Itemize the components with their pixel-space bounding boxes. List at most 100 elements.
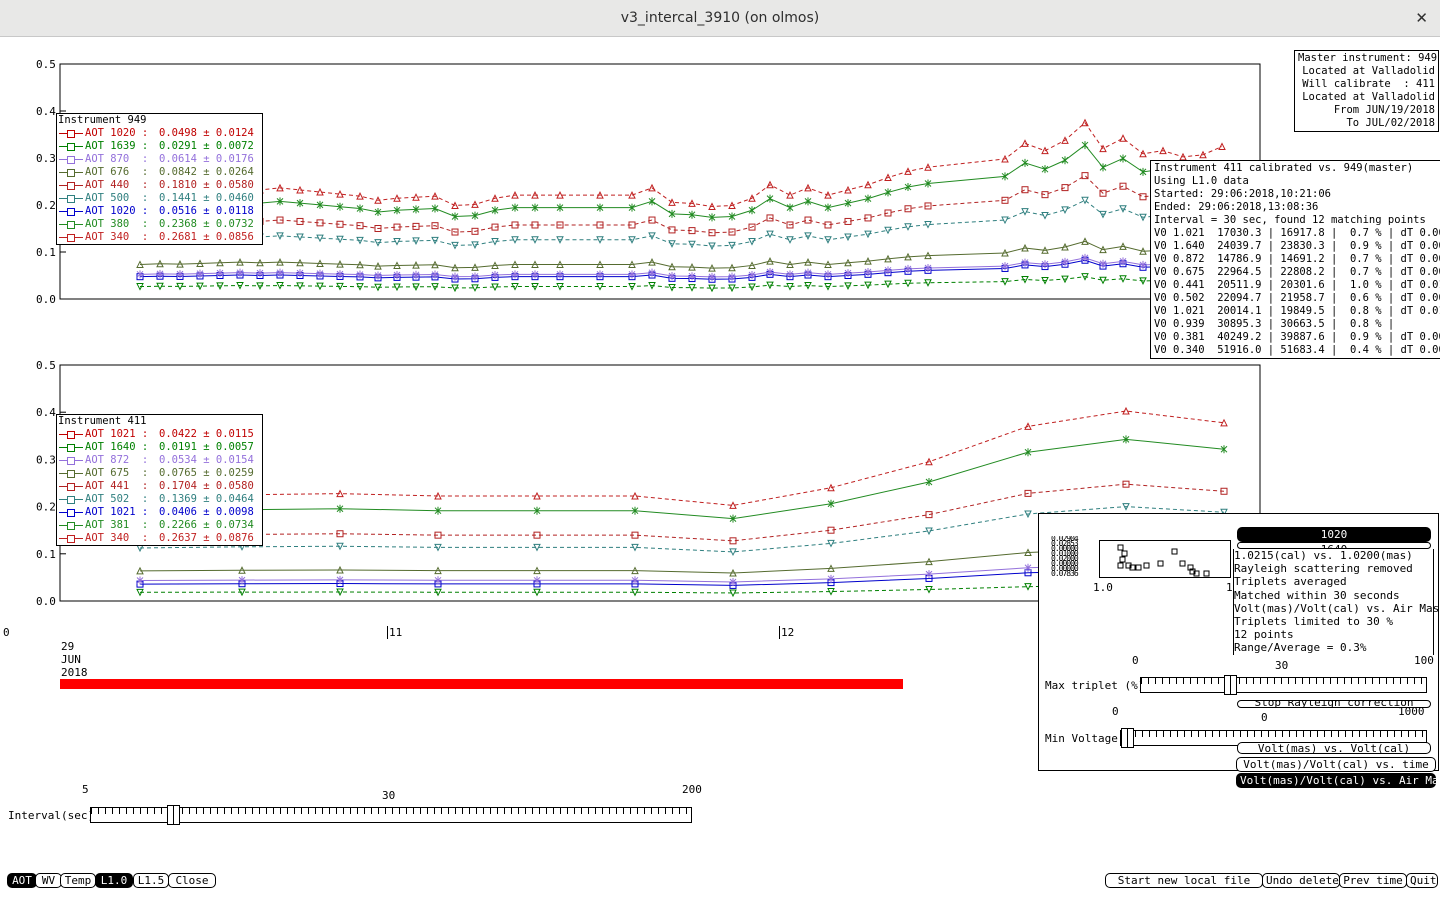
legend-entry[interactable]: AOT 1020 : 0.0498 ± 0.0124 bbox=[57, 127, 262, 140]
top-aot340-point bbox=[316, 187, 324, 196]
calibration-info-line: V0 0.675 22964.5 | 22808.2 | 0.7 % | dT … bbox=[1154, 266, 1440, 278]
bottom-aot340-point bbox=[336, 489, 344, 498]
top-aot340-point bbox=[688, 199, 696, 207]
legend-entry[interactable]: AOT 1021 : 0.0422 ± 0.0115 bbox=[57, 428, 262, 441]
top-aot440-point bbox=[412, 222, 420, 230]
top-aot380-point bbox=[824, 203, 832, 212]
top-aot1639-point bbox=[1061, 275, 1069, 284]
volt-ratio-vs-airmass-button[interactable]: Volt(mas)/Volt(cal) vs. Air Mass bbox=[1236, 773, 1440, 788]
bottom-aot1640-point bbox=[434, 588, 442, 597]
top-aot1639-point bbox=[596, 283, 604, 291]
calibration-info-line: V0 0.502 22094.7 | 21958.7 | 0.6 % | dT … bbox=[1154, 292, 1440, 304]
top-aot380-point bbox=[491, 206, 499, 215]
ratio-mini-plot[interactable] bbox=[1099, 540, 1231, 578]
top-aot870-point bbox=[336, 270, 344, 279]
legend-marker-icon bbox=[59, 156, 83, 164]
top-aot380-point bbox=[511, 203, 519, 212]
top-aot676-point bbox=[451, 263, 459, 272]
toolbar-button-aot[interactable]: AOT bbox=[7, 873, 37, 888]
volt-vs-volt-button[interactable]: Volt(mas) vs. Volt(cal) bbox=[1237, 742, 1431, 754]
interval-thumb[interactable] bbox=[166, 805, 180, 825]
toolbar-button-l10[interactable]: L1.0 bbox=[95, 873, 133, 888]
legend-entry[interactable]: AOT 676 : 0.0842 ± 0.0264 bbox=[57, 166, 262, 179]
top-aot676-point bbox=[531, 260, 539, 268]
top-aot440-point bbox=[471, 227, 479, 235]
top-aot870-point bbox=[924, 263, 932, 272]
toolbar-button-close[interactable]: Close bbox=[168, 873, 216, 888]
top-aot380-point bbox=[786, 203, 794, 212]
top-aot440-point bbox=[786, 221, 794, 229]
interval-slider[interactable] bbox=[90, 805, 692, 825]
bottom-aot502-point bbox=[1024, 510, 1032, 519]
close-window-icon[interactable]: ✕ bbox=[1415, 9, 1428, 27]
toolbar-button-wv[interactable]: WV bbox=[35, 873, 62, 888]
legend-entry[interactable]: AOT 441 : 0.1704 ± 0.0580 bbox=[57, 480, 262, 493]
legend-entry[interactable]: AOT 1021 : 0.0406 ± 0.0098 bbox=[57, 506, 262, 519]
slider-ticks bbox=[91, 808, 691, 814]
legend-entry[interactable]: AOT 870 : 0.0614 ± 0.0176 bbox=[57, 153, 262, 166]
legend-entry[interactable]: AOT 1640 : 0.0191 ± 0.0057 bbox=[57, 441, 262, 454]
top-aot870-point bbox=[708, 272, 716, 281]
bottom-aot441-point bbox=[631, 531, 639, 539]
max-triplet-thumb[interactable] bbox=[1223, 675, 1237, 695]
top-aot676-point bbox=[156, 259, 164, 268]
top-aot340-point bbox=[1041, 146, 1049, 155]
ratio-info-line: Matched within 30 seconds bbox=[1234, 588, 1400, 602]
legend-entry[interactable]: AOT 440 : 0.1810 ± 0.0580 bbox=[57, 179, 262, 192]
bottom-aot340-point bbox=[1122, 406, 1130, 415]
toolbar-button-start-new-local-file[interactable]: Start new local file bbox=[1105, 873, 1263, 888]
ratio-mini-y-labels: 0.02904 0.02853 0.00000 0.01000 0.02000 0.000… bbox=[1051, 536, 1097, 578]
interval-mid: 30 bbox=[382, 789, 396, 802]
toolbar-button-prev-time[interactable]: Prev time bbox=[1339, 873, 1407, 888]
volt-ratio-vs-time-button[interactable]: Volt(mas)/Volt(cal) vs. time bbox=[1236, 757, 1436, 772]
min-voltage-thumb[interactable] bbox=[1121, 728, 1134, 748]
top-plot-y-tick-label: 0.4 bbox=[36, 105, 56, 118]
top-aot440-point bbox=[374, 225, 382, 232]
legend-marker-icon bbox=[59, 535, 83, 543]
top-aot380-point bbox=[1099, 163, 1107, 172]
bottom-aot441-point bbox=[925, 511, 933, 519]
band-1020-button[interactable]: 1020 bbox=[1237, 527, 1431, 542]
toolbar-button-undo-delete[interactable]: Undo delete bbox=[1262, 873, 1340, 888]
legend-entry[interactable]: AOT 502 : 0.1369 ± 0.0464 bbox=[57, 493, 262, 506]
stop-rayleigh-button[interactable]: Stop Rayleigh correction bbox=[1237, 700, 1431, 708]
legend-marker-box-icon bbox=[67, 208, 75, 216]
legend-entry[interactable]: AOT 381 : 0.2266 ± 0.0734 bbox=[57, 519, 262, 532]
master-info-line: Master instrument: 949 bbox=[1298, 52, 1438, 64]
legend-entry[interactable]: AOT 380 : 0.2368 ± 0.0732 bbox=[57, 218, 262, 231]
top-aot870-point bbox=[786, 270, 794, 279]
top-aot676-point bbox=[668, 262, 676, 271]
legend-label: AOT 440 : bbox=[85, 179, 149, 191]
top-aot870-point bbox=[596, 270, 604, 279]
toolbar-button-temp[interactable]: Temp bbox=[60, 873, 96, 888]
bottom-aot872-point bbox=[925, 570, 933, 579]
ratio-info-line: Range/Average = 0.3% bbox=[1234, 641, 1367, 655]
ratio-point bbox=[1135, 564, 1142, 571]
max-triplet-slider[interactable] bbox=[1140, 675, 1427, 695]
top-aot870-point bbox=[393, 271, 401, 280]
legend-entry[interactable]: AOT 1020 : 0.0516 ± 0.0118 bbox=[57, 205, 262, 218]
legend-marker-icon bbox=[59, 483, 83, 491]
legend-entry[interactable]: AOT 340 : 0.2681 ± 0.0856 bbox=[57, 231, 262, 244]
legend-entry[interactable]: AOT 675 : 0.0765 ± 0.0259 bbox=[57, 467, 262, 480]
top-aot340-point bbox=[728, 201, 736, 209]
bottom-plot-y-tick-label: 0.2 bbox=[36, 501, 56, 514]
top-plot-y-tick-label: 0.1 bbox=[36, 246, 56, 259]
legend-value: 0.0534 ± 0.0154 bbox=[159, 454, 254, 466]
top-aot500-point bbox=[393, 237, 401, 246]
top-aot440-point bbox=[1001, 196, 1009, 204]
top-aot500-point bbox=[804, 232, 812, 240]
band-1640-button[interactable]: 1640 bbox=[1237, 542, 1431, 549]
ratio-point bbox=[1143, 562, 1150, 569]
toolbar-button-l15[interactable]: L1.5 bbox=[133, 873, 169, 888]
top-aot380-point bbox=[1021, 158, 1029, 167]
toolbar-button-quit[interactable]: Quit bbox=[1406, 873, 1438, 888]
bottom-aot340-point bbox=[1024, 422, 1032, 430]
selected-range-bar[interactable] bbox=[60, 679, 903, 689]
legend-entry[interactable]: AOT 340 : 0.2637 ± 0.0876 bbox=[57, 532, 262, 545]
legend-entry[interactable]: AOT 872 : 0.0534 ± 0.0154 bbox=[57, 454, 262, 467]
ratio-info-line: Volt(mas)/Volt(cal) vs. Air Mass bbox=[1234, 601, 1440, 615]
top-aot870-point bbox=[748, 271, 756, 280]
legend-entry[interactable]: AOT 500 : 0.1441 ± 0.0460 bbox=[57, 192, 262, 205]
legend-entry[interactable]: AOT 1639 : 0.0291 ± 0.0072 bbox=[57, 140, 262, 153]
